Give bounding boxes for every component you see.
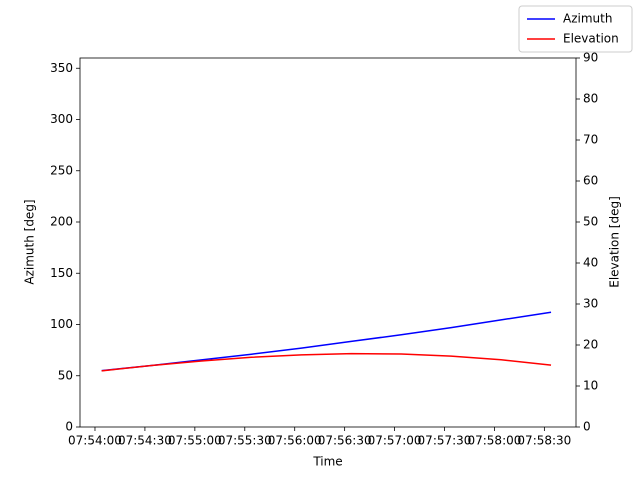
y-tick-label: 350 (50, 61, 73, 75)
y-tick-label: 300 (50, 112, 73, 126)
y-tick-label: 0 (65, 420, 73, 434)
y2-tick-label: 50 (583, 215, 598, 229)
x-tick-label: 07:58:30 (517, 434, 571, 448)
y2-tick-label: 0 (583, 420, 591, 434)
y-tick-label: 250 (50, 163, 73, 177)
y2-tick-label: 10 (583, 379, 598, 393)
x-tick-label: 07:58:00 (467, 434, 521, 448)
series-line (101, 311, 552, 372)
x-tick-label: 07:55:30 (218, 434, 272, 448)
x-tick-label: 07:55:00 (168, 434, 222, 448)
x-axis-label: Time (312, 455, 342, 469)
y2-tick-label: 20 (583, 338, 598, 352)
y2-tick-label: 40 (583, 256, 598, 270)
y-axis-label: Azimuth [deg] (23, 199, 37, 284)
legend-box (518, 5, 633, 53)
y2-tick-label: 70 (583, 133, 598, 147)
x-tick-label: 07:57:00 (368, 434, 422, 448)
y-tick-label: 100 (50, 317, 73, 331)
legend-label: Azimuth (563, 12, 612, 26)
series-line (101, 352, 552, 372)
x-tick-label: 07:56:30 (318, 434, 372, 448)
x-tick-label: 07:54:30 (118, 434, 172, 448)
y2-tick-label: 80 (583, 92, 598, 106)
y2-axis-label: Elevation [deg] (608, 196, 622, 288)
plot-frame (79, 57, 577, 428)
y2-tick-label: 30 (583, 297, 598, 311)
y-tick-label: 200 (50, 215, 73, 229)
y-tick-label: 50 (58, 368, 73, 382)
y2-tick-label: 60 (583, 174, 598, 188)
x-tick-label: 07:54:00 (68, 434, 122, 448)
y2-tick-label: 90 (583, 51, 598, 65)
x-tick-label: 07:56:00 (268, 434, 322, 448)
y-tick-label: 150 (50, 266, 73, 280)
legend-label: Elevation (563, 32, 619, 46)
x-tick-label: 07:57:30 (418, 434, 472, 448)
